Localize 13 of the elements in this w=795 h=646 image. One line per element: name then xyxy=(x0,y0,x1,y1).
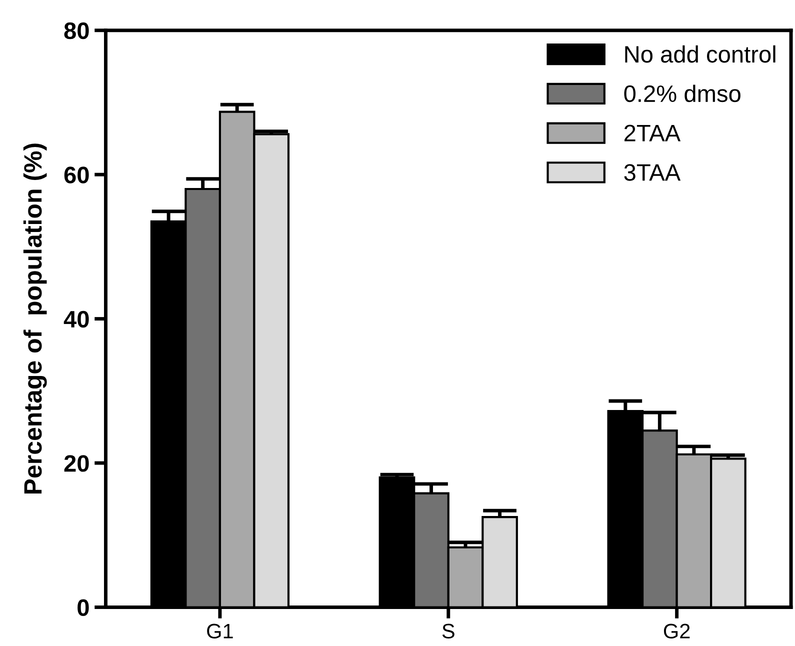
y-axis-title: Percentage of population (%) xyxy=(23,144,47,494)
legend-label: 3TAA xyxy=(624,164,681,181)
y-tick-label: 40 xyxy=(64,310,89,328)
x-tick-label: S xyxy=(442,624,454,639)
y-tick-label: 20 xyxy=(64,455,89,472)
y-tick-label: 60 xyxy=(64,166,89,184)
legend-label: 0.2% dmso xyxy=(624,84,740,102)
legend-label: No add control xyxy=(625,45,776,63)
legend-label: 2TAA xyxy=(624,124,681,142)
x-tick-label: G1 xyxy=(207,624,233,639)
y-tick-label: 80 xyxy=(64,22,89,40)
x-tick-label: G2 xyxy=(664,624,690,639)
y-tick-label: 0 xyxy=(78,599,89,616)
